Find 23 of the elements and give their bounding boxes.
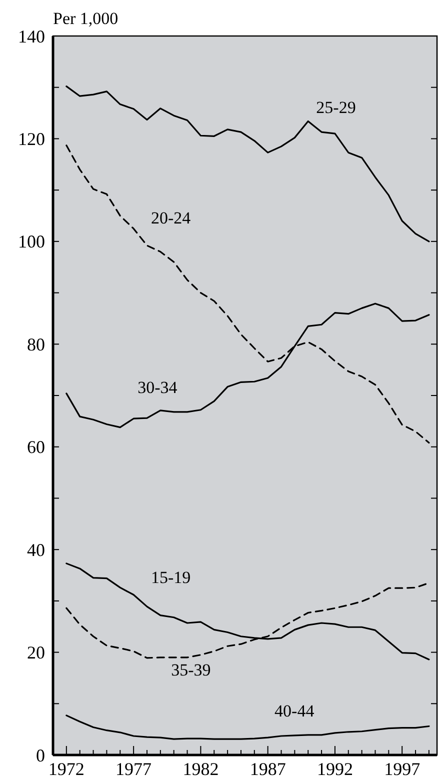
y-axis-title: Per 1,000 bbox=[53, 9, 118, 28]
y-tick-label: 0 bbox=[36, 745, 45, 766]
line-series bbox=[66, 562, 430, 660]
y-tick-label: 100 bbox=[18, 232, 45, 252]
x-tick-label: 1997 bbox=[384, 759, 420, 779]
series-label: 15-19 bbox=[151, 568, 191, 587]
series-label: 25-29 bbox=[316, 98, 356, 118]
y-tick-label: 40 bbox=[27, 540, 45, 560]
line-series bbox=[66, 144, 430, 444]
series-label: 40-44 bbox=[274, 701, 315, 720]
y-tick-label: 60 bbox=[27, 437, 45, 458]
x-tick-label: 1992 bbox=[316, 759, 353, 779]
x-tick-label: 1977 bbox=[116, 759, 152, 779]
x-tick-label: 1987 bbox=[250, 759, 286, 779]
y-tick-label: 20 bbox=[27, 642, 45, 663]
y-tick-label: 140 bbox=[18, 26, 45, 46]
series-label: 35-39 bbox=[171, 660, 211, 680]
y-tick-label: 120 bbox=[18, 129, 45, 150]
x-tick-label: 1982 bbox=[182, 759, 219, 779]
series-label: 30-34 bbox=[138, 378, 178, 397]
series-label: 20-24 bbox=[151, 208, 192, 228]
x-tick-label: 1972 bbox=[48, 759, 84, 779]
y-tick-label: 80 bbox=[27, 334, 45, 354]
